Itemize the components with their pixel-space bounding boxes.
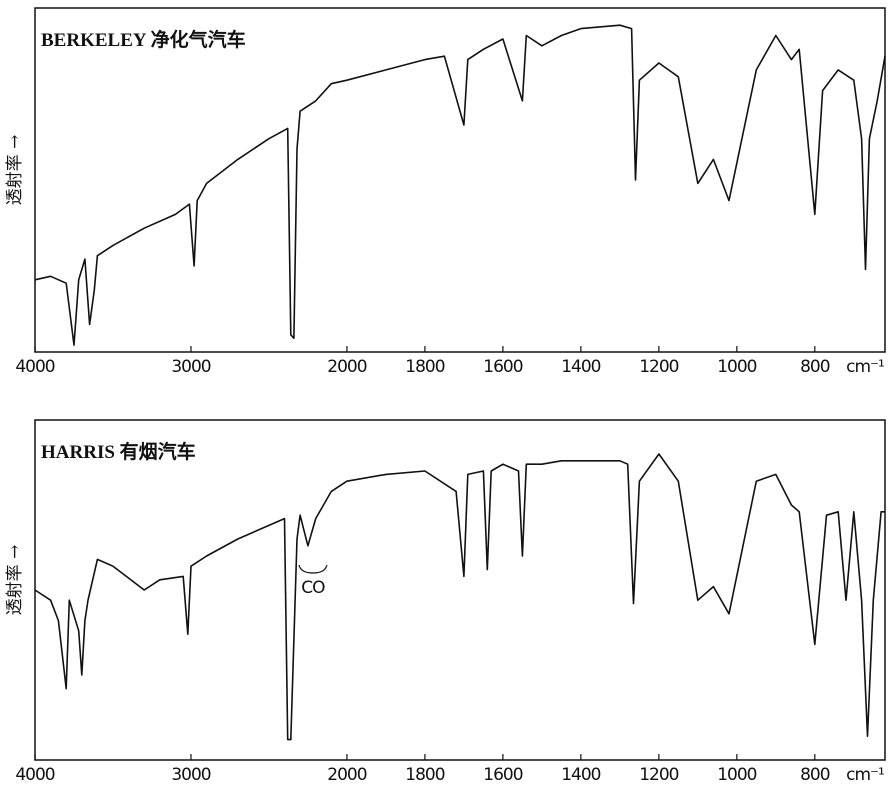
x-axis-label: cm⁻¹ (846, 765, 884, 785)
annotation-brace (298, 564, 328, 574)
annotation: CO (301, 578, 325, 598)
x-tick-label: 1000 (717, 765, 756, 785)
x-tick-label: 4000 (15, 357, 54, 377)
x-tick-label: 1200 (639, 357, 678, 377)
x-tick-label: 800 (800, 357, 830, 377)
y-axis-label: 透射率 → (5, 135, 25, 206)
x-tick-label: 1600 (483, 357, 522, 377)
chart-title: HARRIS 有烟汽车 (41, 440, 196, 463)
plot-frame (34, 7, 886, 353)
x-tick-label: 2000 (327, 357, 366, 377)
spectrum-line (34, 24, 886, 346)
x-tick-label: 1600 (483, 765, 522, 785)
x-tick-label: 1200 (639, 765, 678, 785)
x-tick-label: 800 (800, 765, 830, 785)
x-tick-label: 1800 (405, 357, 444, 377)
x-tick-label: 2000 (327, 765, 366, 785)
x-tick-label: 1000 (717, 357, 756, 377)
plot-frame (34, 419, 886, 761)
chart-title: BERKELEY 净化气汽车 (41, 28, 246, 51)
y-axis-label: 透射率 → (5, 545, 25, 616)
x-tick-label: 1400 (561, 765, 600, 785)
x-tick-label: 3000 (171, 357, 210, 377)
x-tick-label: 3000 (171, 765, 210, 785)
x-tick-label: 1800 (405, 765, 444, 785)
x-tick-label: 4000 (15, 765, 54, 785)
spectrum-line (34, 453, 885, 741)
x-axis-label: cm⁻¹ (846, 357, 884, 377)
x-tick-label: 1400 (561, 357, 600, 377)
